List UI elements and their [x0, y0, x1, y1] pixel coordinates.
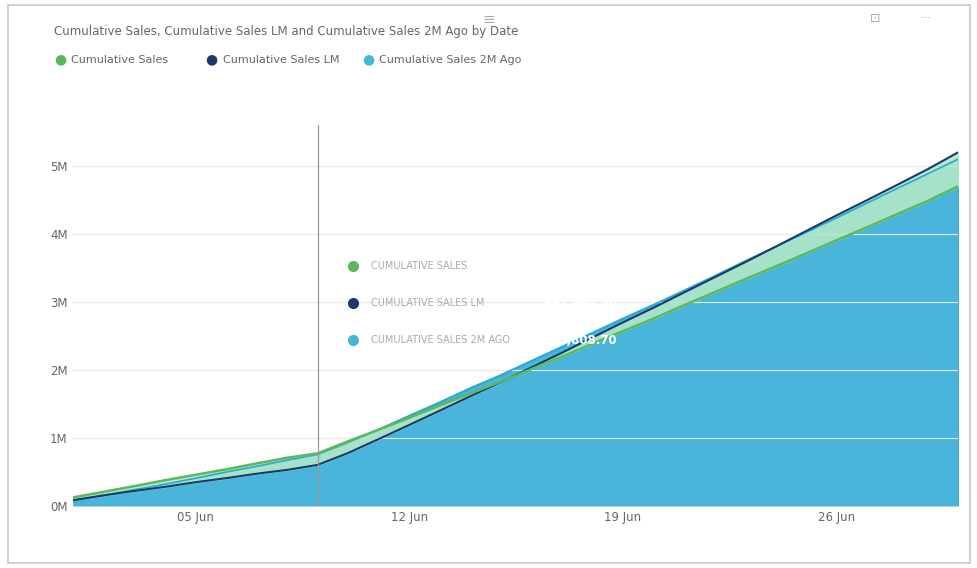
- Text: Cumulative Sales, Cumulative Sales LM and Cumulative Sales 2M Ago by Date: Cumulative Sales, Cumulative Sales LM an…: [54, 25, 518, 37]
- Text: 597,097.30: 597,097.30: [542, 296, 616, 310]
- Text: ●: ●: [361, 53, 373, 66]
- Text: ●: ●: [54, 53, 65, 66]
- Text: Cumulative Sales 2M Ago: Cumulative Sales 2M Ago: [379, 55, 522, 65]
- Text: 750,808.70: 750,808.70: [542, 333, 616, 346]
- Text: ⊡: ⊡: [870, 12, 879, 26]
- Text: ≡: ≡: [482, 12, 495, 27]
- Text: Cumulative Sales LM: Cumulative Sales LM: [223, 55, 339, 65]
- Text: ···: ···: [918, 12, 930, 26]
- Text: ●: ●: [205, 53, 217, 66]
- Text: CUMULATIVE SALES 2M AGO: CUMULATIVE SALES 2M AGO: [370, 335, 509, 345]
- Text: CUMULATIVE SALES LM: CUMULATIVE SALES LM: [370, 298, 484, 308]
- Text: 767,042.80: 767,042.80: [542, 260, 616, 273]
- Text: 4/06/2016: 4/06/2016: [358, 216, 435, 230]
- Text: Cumulative Sales: Cumulative Sales: [71, 55, 168, 65]
- Text: CUMULATIVE SALES: CUMULATIVE SALES: [370, 261, 466, 272]
